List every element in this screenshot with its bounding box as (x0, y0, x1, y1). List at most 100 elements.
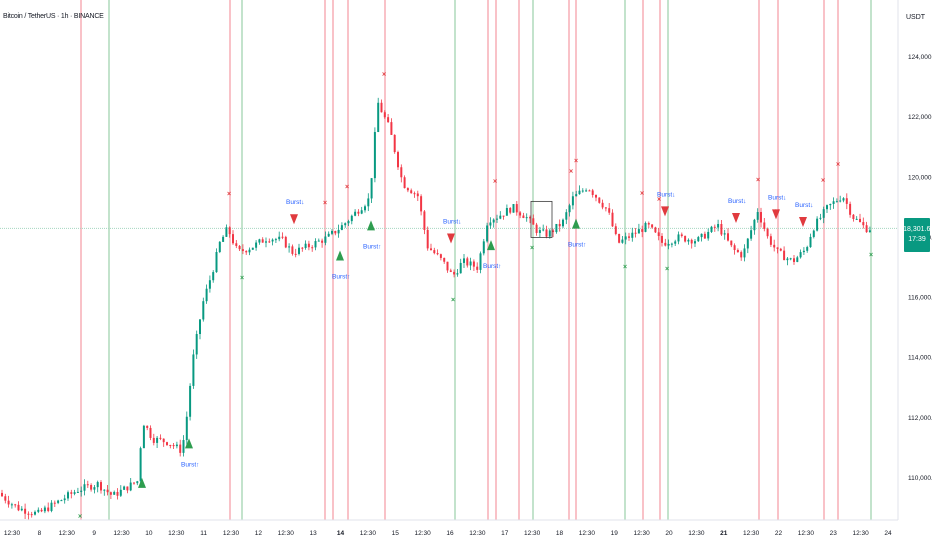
candle (60, 500, 63, 502)
candle (558, 223, 561, 227)
candle (839, 200, 842, 202)
candle (522, 215, 525, 219)
candle (400, 167, 403, 178)
time-tick-label: 12:30 (59, 530, 76, 537)
candle (83, 484, 86, 491)
buy-band (241, 0, 243, 520)
candle (133, 482, 135, 484)
candle (786, 258, 789, 261)
price-tick-label: 124,000.00 (908, 54, 932, 61)
candle (647, 222, 650, 225)
candle (370, 178, 373, 199)
candle (476, 266, 479, 270)
candle (4, 496, 7, 501)
candle (482, 241, 485, 254)
exit-mark: × (574, 158, 578, 165)
time-tick-label: 24 (884, 530, 892, 537)
candle (7, 500, 10, 505)
signal-bands (80, 0, 872, 520)
candle (34, 511, 36, 515)
exit-mark: × (640, 191, 644, 198)
time-tick-label: 14 (337, 530, 345, 537)
candles (1, 97, 871, 520)
price-tick-label: 120,000.00 (908, 174, 932, 181)
candle (350, 215, 353, 222)
candle (390, 122, 393, 135)
candle (126, 486, 129, 491)
candle (799, 252, 802, 258)
candle (354, 211, 357, 216)
candle (172, 445, 175, 447)
candle (694, 241, 696, 244)
candle (413, 193, 416, 195)
sell-band (347, 0, 349, 520)
exit-mark: × (869, 252, 873, 259)
candle (773, 244, 776, 248)
exit-mark: × (821, 178, 825, 185)
candle (199, 319, 201, 335)
candle (568, 205, 571, 213)
candle (321, 240, 324, 243)
candle (717, 224, 720, 228)
candle (337, 229, 340, 234)
candle (123, 486, 126, 490)
candle (278, 236, 281, 240)
currency-label[interactable]: USDT (906, 14, 926, 21)
candle (519, 212, 522, 216)
candle (294, 253, 297, 255)
candle (670, 243, 673, 245)
time-tick-label: 22 (775, 530, 783, 537)
candle (743, 248, 746, 258)
exit-mark: × (451, 297, 455, 304)
time-tick-label: 12:30 (113, 530, 130, 537)
last-price-value: 118,301.62 (899, 226, 932, 233)
candle (406, 188, 409, 191)
price-tick-label: 116,000.00 (908, 295, 932, 302)
candle (578, 190, 581, 195)
exit-mark: × (382, 72, 386, 79)
candle (852, 214, 855, 220)
candle (423, 211, 426, 230)
candle (357, 211, 360, 214)
candle (426, 229, 429, 249)
candle (733, 245, 736, 250)
candle (146, 425, 149, 428)
candle (119, 489, 122, 496)
candle (162, 438, 165, 443)
symbol-title[interactable]: Bitcoin / TetherUS · 1h · BINANCE (3, 13, 104, 20)
candle (746, 238, 749, 249)
price-tick-label: 114,000.00 (908, 355, 932, 362)
candle (179, 444, 182, 453)
time-axis[interactable]: 12:30 8 12:30 9 12:30 10 12:30 11 12:30 12 12:30 13… (0, 519, 898, 537)
candle (169, 444, 172, 446)
time-tick-label: 19 (611, 530, 619, 537)
candle (753, 219, 756, 231)
candle (641, 229, 644, 232)
candle (776, 247, 779, 249)
candle (100, 482, 102, 491)
candle (314, 241, 317, 248)
time-tick-label: 12:30 (798, 530, 815, 537)
candle (109, 492, 112, 495)
candle (736, 249, 739, 253)
candle (684, 236, 687, 242)
sell-triangle (732, 213, 740, 224)
candle (245, 251, 248, 253)
candle (185, 416, 188, 441)
candle (611, 212, 614, 227)
candle (90, 484, 93, 490)
candle (129, 482, 132, 491)
candle (416, 193, 419, 197)
time-tick-label: 12:30 (278, 530, 295, 537)
candle (816, 218, 819, 231)
price-axis[interactable]: 110,000.00 112,000.00 114,000.00 116,000.00… (897, 0, 932, 520)
candle (116, 491, 119, 496)
exit-mark: × (78, 513, 82, 520)
candle (509, 208, 512, 213)
candle (789, 258, 792, 260)
candle (769, 236, 772, 245)
candle (453, 271, 456, 275)
candle (562, 219, 564, 227)
